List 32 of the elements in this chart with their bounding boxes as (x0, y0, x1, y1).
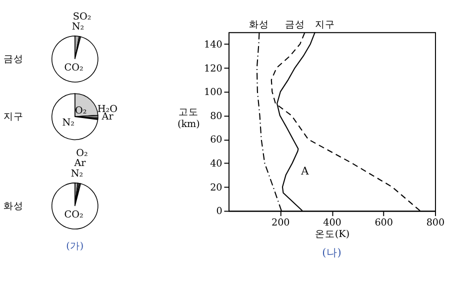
x-tick-label: 400 (323, 218, 342, 229)
slice-label: N₂ (72, 21, 84, 32)
slice-label: O₂ (74, 105, 87, 116)
series-label: 화성 (249, 19, 270, 30)
series-label: 지구 (314, 19, 335, 30)
text: 지구 (3, 112, 24, 123)
slice-label: N₂ (70, 168, 84, 180)
slice-label: CO₂ (64, 209, 84, 220)
y-tick-label: 120 (204, 63, 222, 74)
annotation: A (300, 165, 310, 178)
slice-label: N₂ (62, 117, 75, 128)
slice-label: SO₂ (72, 12, 92, 23)
y-tick-label: 0 (216, 206, 222, 218)
y-tick-label: 20 (210, 182, 222, 194)
slice-label: CO₂ (64, 62, 84, 74)
y-tick-label: 80 (210, 110, 222, 122)
slice-label: Ar (73, 158, 86, 170)
text: (가) (66, 241, 84, 252)
text: 화성 (3, 200, 24, 212)
y-tick-label: 60 (210, 134, 222, 146)
y-axis-title: 고도(km) (177, 107, 200, 130)
x-axis-title: 온도(K) (314, 229, 350, 240)
text: 금성 (3, 54, 24, 65)
slice-label: O₂ (76, 148, 88, 159)
x-tick-label: 800 (426, 218, 445, 229)
text: (나) (322, 246, 342, 259)
series-label: 금성 (284, 19, 305, 30)
y-tick-label: 100 (204, 87, 222, 98)
y-tick-label: 40 (210, 158, 222, 170)
y-tick-label: 140 (204, 39, 222, 50)
x-tick-label: 600 (374, 218, 394, 229)
x-tick-label: 200 (271, 218, 290, 229)
